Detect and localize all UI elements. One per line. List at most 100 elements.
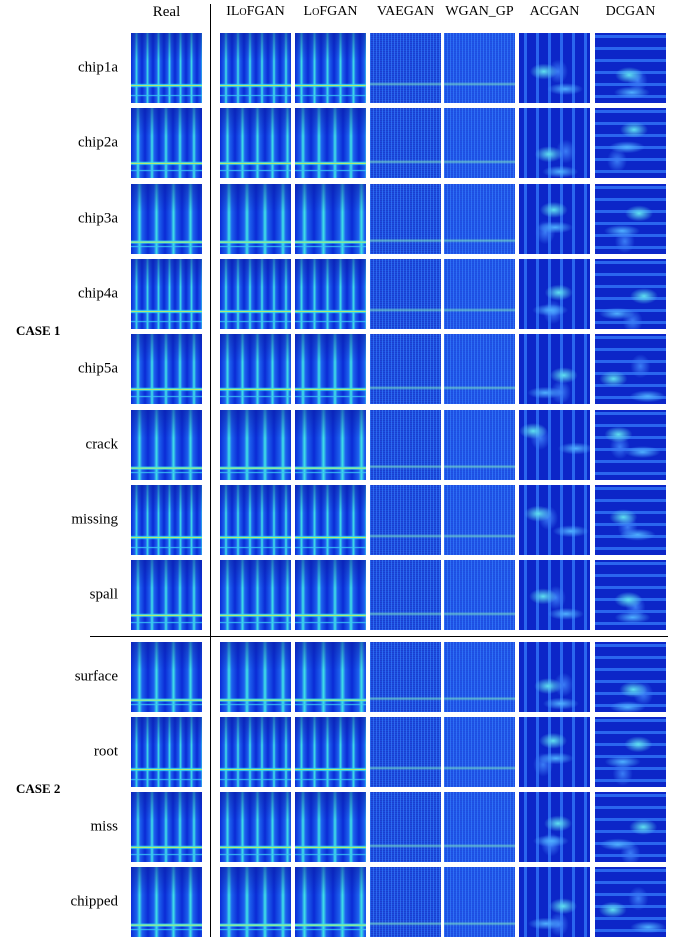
spectrogram-image (370, 183, 441, 254)
spectrogram-image (444, 183, 515, 254)
spectrogram-image (595, 108, 666, 179)
row-label: chipped (70, 893, 118, 910)
row-label: miss (90, 818, 118, 835)
spectrogram-image (519, 792, 590, 862)
spectrogram-image (519, 334, 590, 405)
spectrogram-image (519, 258, 590, 329)
spectrogram-image (370, 642, 441, 712)
spectrogram-image (444, 33, 515, 103)
spectrogram-image (220, 642, 291, 712)
spectrogram-image (295, 409, 366, 480)
spectrogram-image (595, 560, 666, 631)
spectrogram-image (295, 183, 366, 254)
row-label: root (93, 743, 118, 760)
spectrogram-image (131, 183, 202, 254)
spectrogram-image (595, 258, 666, 329)
column-header: LoFGAN (303, 4, 358, 19)
row-label: surface (74, 668, 118, 685)
spectrogram-image (444, 560, 515, 631)
spectrogram-image (519, 183, 590, 254)
spectrogram-image (519, 560, 590, 631)
spectrogram-image (595, 484, 666, 555)
row-label: missing (71, 511, 118, 528)
spectrogram-image (444, 484, 515, 555)
spectrogram-image (595, 792, 666, 862)
spectrogram-image (131, 560, 202, 631)
spectrogram-image (131, 642, 202, 712)
spectrogram-image (370, 409, 441, 480)
spectrogram-image (370, 258, 441, 329)
spectrogram-image (131, 258, 202, 329)
spectrogram-image (519, 33, 590, 103)
column-header: WGAN_GP (445, 4, 514, 19)
spectrogram-image (519, 867, 590, 937)
spectrogram-image (131, 409, 202, 480)
spectrogram-image (444, 792, 515, 862)
spectrogram-image (370, 867, 441, 937)
spectrogram-image (220, 717, 291, 787)
spectrogram-image (295, 792, 366, 862)
case-divider (90, 636, 668, 637)
spectrogram-image (295, 560, 366, 631)
spectrogram-image (131, 717, 202, 787)
spectrogram-image (595, 867, 666, 937)
spectrogram-image (595, 334, 666, 405)
case-label: CASE 1 (16, 323, 61, 339)
spectrogram-image (220, 33, 291, 103)
spectrogram-image (131, 33, 202, 103)
spectrogram-image (295, 258, 366, 329)
spectrogram-image (220, 108, 291, 179)
row-label: chip1a (78, 59, 118, 76)
spectrogram-image (444, 108, 515, 179)
column-header: ACGAN (529, 4, 580, 19)
spectrogram-image (595, 717, 666, 787)
spectrogram-image (220, 560, 291, 631)
spectrogram-image (220, 258, 291, 329)
spectrogram-image (519, 484, 590, 555)
spectrogram-image (370, 33, 441, 103)
spectrogram-image (131, 334, 202, 405)
spectrogram-image (220, 409, 291, 480)
row-label: chip4a (78, 285, 118, 302)
spectrogram-image (444, 334, 515, 405)
spectrogram-image (595, 642, 666, 712)
spectrogram-image (220, 792, 291, 862)
spectrogram-image (370, 717, 441, 787)
spectrogram-image (220, 334, 291, 405)
row-label: chip2a (78, 134, 118, 151)
spectrogram-image (295, 334, 366, 405)
spectrogram-image (519, 108, 590, 179)
spectrogram-image (131, 484, 202, 555)
spectrogram-image (444, 867, 515, 937)
row-label: spall (89, 586, 118, 603)
column-header: Real (152, 4, 181, 20)
row-label: crack (85, 436, 118, 452)
spectrogram-image (444, 642, 515, 712)
spectrogram-image (370, 334, 441, 405)
column-header: DCGAN (605, 4, 656, 19)
spectrogram-image (444, 258, 515, 329)
spectrogram-image (444, 409, 515, 480)
spectrogram-image (131, 108, 202, 179)
spectrogram-image (295, 33, 366, 103)
spectrogram-image (595, 183, 666, 254)
spectrogram-image (595, 33, 666, 103)
spectrogram-image (595, 409, 666, 480)
spectrogram-image (131, 792, 202, 862)
spectrogram-image (370, 484, 441, 555)
spectrogram-image (295, 717, 366, 787)
spectrogram-image (370, 108, 441, 179)
column-divider (210, 4, 211, 937)
spectrogram-image (295, 484, 366, 555)
column-header: ILoFGAN (226, 4, 285, 19)
spectrogram-image (220, 867, 291, 937)
row-label: chip3a (78, 210, 118, 227)
spectrogram-image (519, 409, 590, 480)
spectrogram-image (220, 484, 291, 555)
spectrogram-image (131, 867, 202, 937)
spectrogram-image (295, 108, 366, 179)
row-label: chip5a (78, 360, 118, 377)
spectrogram-image (295, 642, 366, 712)
spectrogram-image (519, 717, 590, 787)
